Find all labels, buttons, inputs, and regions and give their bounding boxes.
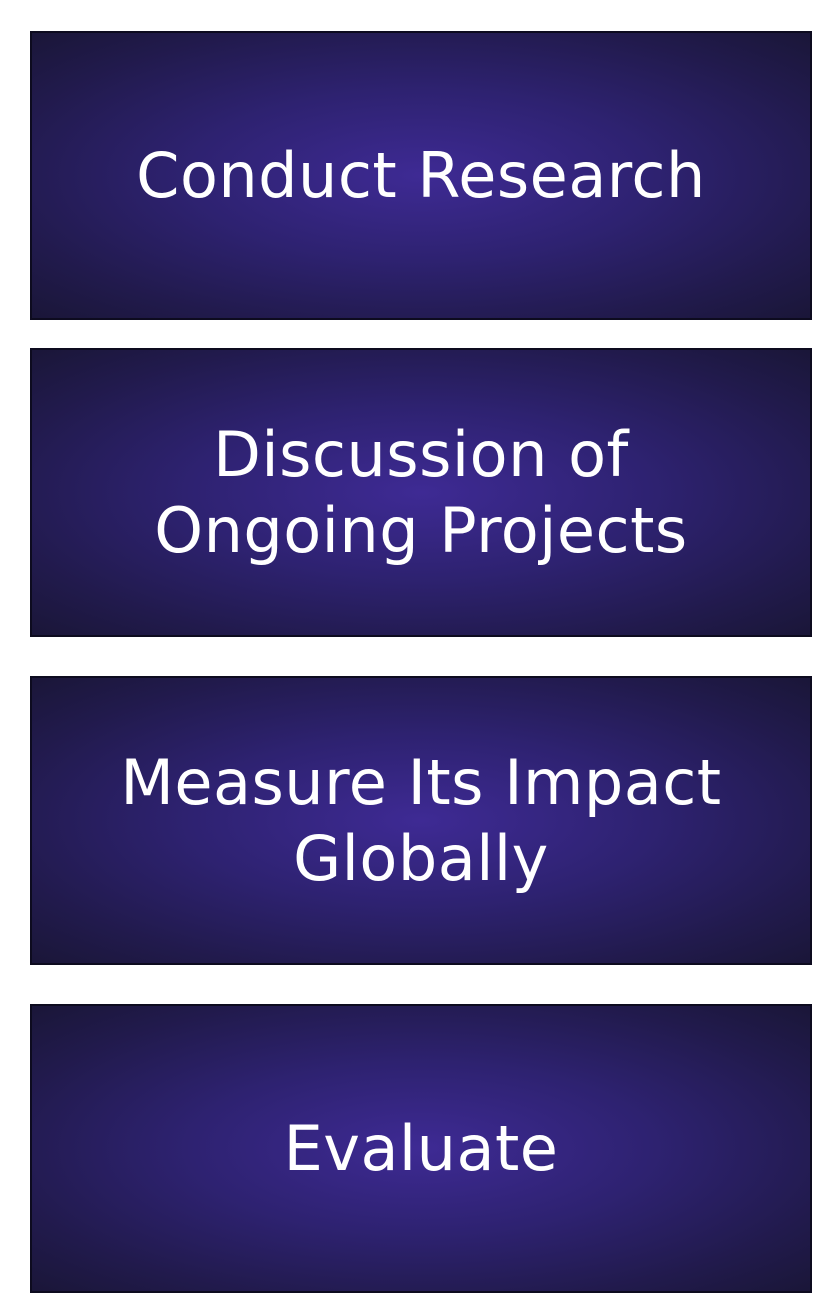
step-label: Conduct Research — [136, 138, 706, 212]
step-box-evaluate: Evaluate — [30, 1004, 812, 1293]
step-label: Evaluate — [283, 1111, 559, 1185]
step-box-measure-impact: Measure Its Impact Globally — [30, 676, 812, 965]
step-label: Measure Its Impact Globally — [120, 745, 722, 895]
step-box-conduct-research: Conduct Research — [30, 31, 812, 320]
step-label: Discussion of Ongoing Projects — [154, 417, 688, 567]
step-box-discussion: Discussion of Ongoing Projects — [30, 348, 812, 637]
